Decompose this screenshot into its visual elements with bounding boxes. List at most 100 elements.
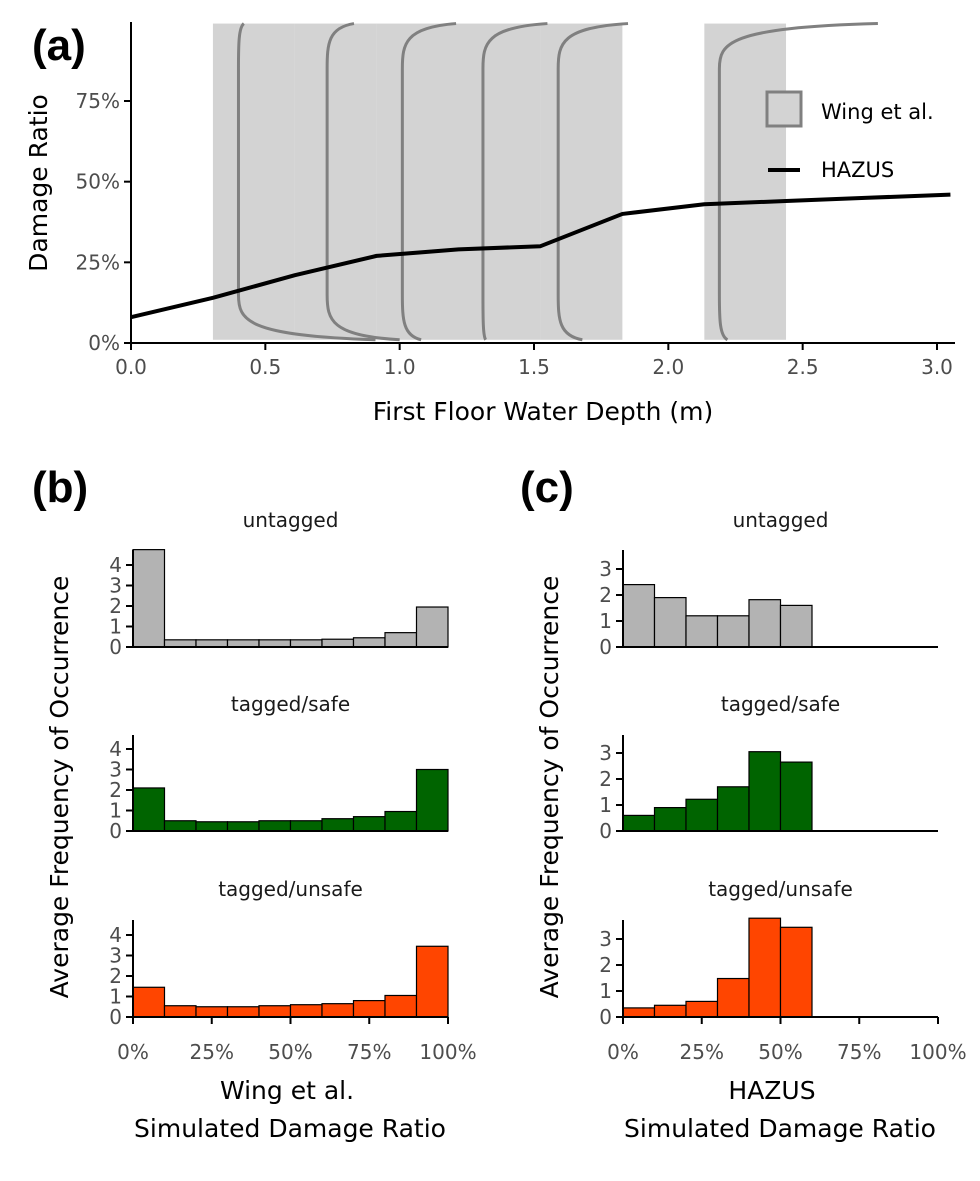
legend-wing-swatch	[765, 90, 803, 128]
panel-b-y-title: Average Frequency of Occurrence	[45, 576, 74, 999]
panel-c-bar	[779, 604, 813, 648]
panel-b-bar	[321, 638, 355, 648]
panel-b-bar	[258, 820, 292, 832]
panel-b-facets: untagged01234tagged/safe01234tagged/unsa…	[109, 508, 476, 1064]
panel-b-bar	[195, 821, 229, 832]
panel-b-bar	[258, 1005, 292, 1018]
panel-b-y-tick-label: 2	[109, 778, 122, 802]
panel-b-bar	[352, 999, 386, 1018]
panel-c-bar	[653, 1004, 687, 1018]
panel-c-facet-title: untagged	[733, 508, 829, 532]
legend-wing-label: Wing et al.	[821, 100, 934, 124]
panel-b-y-tick-label: 0	[109, 635, 122, 659]
wing-curve-6	[717, 22, 878, 342]
panel-c-facet-title: tagged/safe	[721, 692, 840, 716]
panel-c-bar	[622, 1007, 656, 1018]
panel-b-bar	[226, 821, 260, 832]
panel-b-facet-title: untagged	[243, 508, 339, 532]
panel-b-bar	[352, 637, 386, 648]
panel-b-label: (b)	[32, 463, 88, 512]
panel-a-y-tick-label: 0%	[88, 331, 120, 355]
panel-c-bar	[779, 761, 813, 832]
wing-curve-3	[400, 22, 457, 342]
wing-curve-4	[481, 22, 548, 341]
panel-b-bar	[415, 768, 449, 832]
panel-a-label: (a)	[32, 21, 86, 70]
panel-b-facet-title: tagged/safe	[231, 692, 350, 716]
panel-c-y-tick-label: 0	[599, 635, 612, 659]
panel-a-y-tick-label: 50%	[76, 170, 120, 194]
panel-b-bar	[289, 1004, 323, 1018]
panel-a-y-tick-label: 25%	[76, 250, 120, 274]
panel-a-x-tick-label: 1.5	[518, 355, 550, 379]
wing-band-5	[540, 23, 623, 340]
panel-a-axes: 0.0 0.5 1.0 1.5 2.0 2.5 3.0 0% 25% 50% 75%	[76, 22, 955, 379]
panel-b-y-tick-label: 4	[109, 553, 122, 577]
panel-c-bar	[685, 798, 719, 832]
panel-c: (c) untagged0123tagged/safe0123tagged/un…	[520, 463, 967, 1143]
panel-b-bar	[163, 820, 197, 832]
panel-b-y-tick-label: 3	[109, 944, 122, 968]
panel-c-x-tick-label: 25%	[680, 1040, 724, 1064]
panel-c-x-tick-label: 100%	[909, 1040, 966, 1064]
panel-b-x-tick-label: 50%	[268, 1040, 312, 1064]
panel-a-y-tick-label: 75%	[76, 89, 120, 113]
legend-hazus-label: HAZUS	[821, 158, 894, 182]
panel-b-y-tick-label: 1	[109, 985, 122, 1009]
panel-b-y-tick-label: 0	[109, 819, 122, 843]
panel-a-y-title: Damage Ratio	[24, 94, 53, 272]
wing-curves	[236, 22, 878, 342]
panel-c-bar	[748, 751, 782, 832]
wing-curve-1	[236, 22, 376, 342]
panel-b-bar	[384, 810, 418, 832]
wing-curve-2	[325, 22, 400, 342]
panel-b-bar	[384, 994, 418, 1018]
panel-a-x-tick-label: 3.0	[921, 355, 953, 379]
panel-a-x-tick-label: 2.0	[652, 355, 684, 379]
panel-c-y-tick-label: 3	[599, 557, 612, 581]
panel-a-x-title: First Floor Water Depth (m)	[373, 397, 714, 426]
panel-c-facets: untagged0123tagged/safe0123tagged/unsafe…	[599, 508, 966, 1064]
panel-b-bar	[163, 1005, 197, 1018]
panel-b-y-tick-label: 1	[109, 615, 122, 639]
panel-b-y-tick-label: 2	[109, 964, 122, 988]
panel-c-label: (c)	[520, 463, 574, 512]
panel-c-y-tick-label: 1	[599, 979, 612, 1003]
panel-b-x-title-2: Simulated Damage Ratio	[134, 1114, 446, 1143]
panel-c-y-tick-label: 0	[599, 819, 612, 843]
panel-b-facet-title: tagged/unsafe	[218, 877, 363, 901]
wing-band-3	[376, 23, 459, 340]
panel-c-y-tick-label: 2	[599, 583, 612, 607]
wing-curve-5	[556, 22, 629, 342]
panel-b-bar	[195, 1006, 229, 1018]
panel-c-x-tick-label: 0%	[607, 1040, 639, 1064]
panel-c-y-tick-label: 2	[599, 953, 612, 977]
panel-b-bar	[321, 1003, 355, 1018]
panel-b-bar	[352, 816, 386, 832]
panel-c-bar	[716, 615, 750, 648]
panel-c-y-title: Average Frequency of Occurrence	[535, 576, 564, 999]
panel-b-x-tick-label: 100%	[419, 1040, 476, 1064]
panel-c-x-title-2: Simulated Damage Ratio	[624, 1114, 936, 1143]
hazus-line	[130, 192, 951, 320]
panel-b-bar	[415, 945, 449, 1018]
panel-b-y-tick-label: 2	[109, 594, 122, 618]
panel-b-bar	[321, 818, 355, 832]
panel-c-bar	[622, 583, 656, 648]
panel-c-bar	[748, 599, 782, 648]
panel-b-x-tick-label: 0%	[117, 1040, 149, 1064]
panel-b-bar	[132, 549, 166, 648]
panel-c-bar	[653, 806, 687, 832]
panel-c-y-tick-label: 3	[599, 741, 612, 765]
panel-b-y-tick-label: 3	[109, 574, 122, 598]
panel-c-y-tick-label: 0	[599, 1005, 612, 1029]
panel-c-bar	[685, 615, 719, 648]
panel-b-bar	[132, 787, 166, 832]
panel-a: (a) 0.0 0.5 1.0 1.5 2.0 2.5 3.0 0% 25% 50% 75% Fir…	[24, 21, 955, 426]
